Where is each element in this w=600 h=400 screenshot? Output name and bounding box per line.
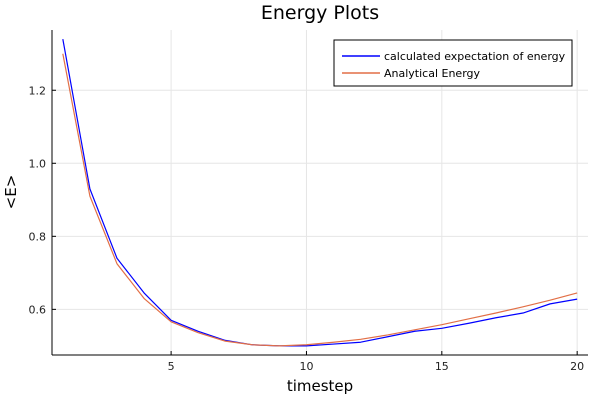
legend-box	[333, 39, 573, 87]
series-lines	[62, 39, 578, 347]
x-tick-label: 10	[299, 360, 313, 373]
x-tick-label: 5	[168, 360, 175, 373]
y-tick-label: 0.8	[29, 230, 47, 243]
y-axis-label: <E>	[2, 175, 20, 210]
x-tick-label: 15	[435, 360, 449, 373]
x-axis-label: timestep	[287, 377, 353, 395]
x-axis-ticks: 5 10 15 20	[168, 351, 584, 373]
y-tick-label: 1.0	[29, 157, 47, 170]
y-tick-label: 1.2	[29, 84, 47, 97]
y-tick-label: 0.6	[29, 303, 47, 316]
x-tick-label: 20	[570, 360, 584, 373]
series-line-2	[62, 53, 578, 347]
series-line-1	[62, 39, 578, 347]
legend-label-2: Analytical Energy	[384, 67, 481, 80]
legend-label-1: calculated expectation of energy	[384, 50, 566, 63]
legend: calculated expectation of energy Analytic…	[333, 39, 573, 87]
chart-title: Energy Plots	[261, 2, 379, 24]
y-axis-ticks: 0.6 0.8 1.0 1.2	[29, 84, 56, 316]
